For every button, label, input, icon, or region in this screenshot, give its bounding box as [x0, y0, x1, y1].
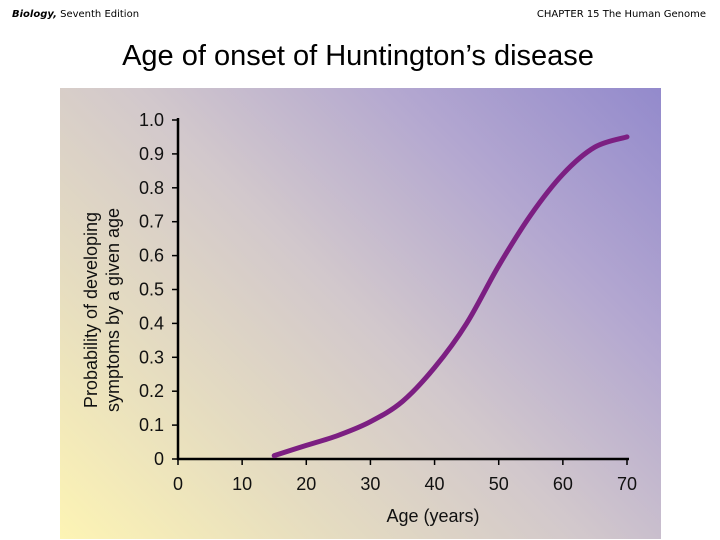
y-tick-label-0: 0: [154, 449, 164, 469]
y-tick-label-9: 0.9: [139, 144, 164, 164]
x-tick-label-7: 70: [617, 474, 637, 494]
y-axis-title: Probability of developing symptoms by a …: [81, 208, 123, 412]
y-axis-title-line1: Probability of developing: [81, 212, 101, 408]
y-tick-label-4: 0.4: [139, 313, 164, 333]
x-tick-label-4: 40: [425, 474, 445, 494]
y-tick-label-1: 0.1: [139, 415, 164, 435]
y-tick-label-3: 0.3: [139, 347, 164, 367]
x-tick-label-3: 30: [360, 474, 380, 494]
y-tick-label-2: 0.2: [139, 381, 164, 401]
y-tick-label-5: 0.5: [139, 280, 164, 300]
plot-area: 0 0.1 0.2 0.3 0.4 0.5 0.6 0.7 0.8 0.9 1.0 0 10 20 30 40…: [139, 110, 637, 494]
y-tick-label-6: 0.6: [139, 246, 164, 266]
chart-svg: Probability of developing symptoms by a …: [81, 110, 637, 526]
x-tick-label-1: 10: [232, 474, 252, 494]
chapter-title: CHAPTER 15 The Human Genome: [536, 9, 706, 20]
chart-title: Age of onset of Huntington’s disease: [122, 40, 594, 72]
x-tick-label-5: 50: [489, 474, 509, 494]
book-title-italic: Biology,: [12, 9, 57, 20]
x-axis-title: Age (years): [386, 506, 479, 526]
x-tick-label-6: 60: [553, 474, 573, 494]
y-axis-title-line2: symptoms by a given age: [103, 208, 123, 412]
chart-panel: [60, 88, 661, 539]
y-tick-label-7: 0.7: [139, 212, 164, 232]
y-tick-label-10: 1.0: [139, 110, 164, 130]
x-tick-label-2: 20: [296, 474, 316, 494]
book-edition: Seventh Edition: [56, 9, 140, 20]
book-title: Biology, Seventh Edition: [12, 9, 139, 20]
y-tick-label-8: 0.8: [139, 178, 164, 198]
series-line-0: [271, 134, 630, 459]
x-tick-label-0: 0: [173, 474, 183, 494]
